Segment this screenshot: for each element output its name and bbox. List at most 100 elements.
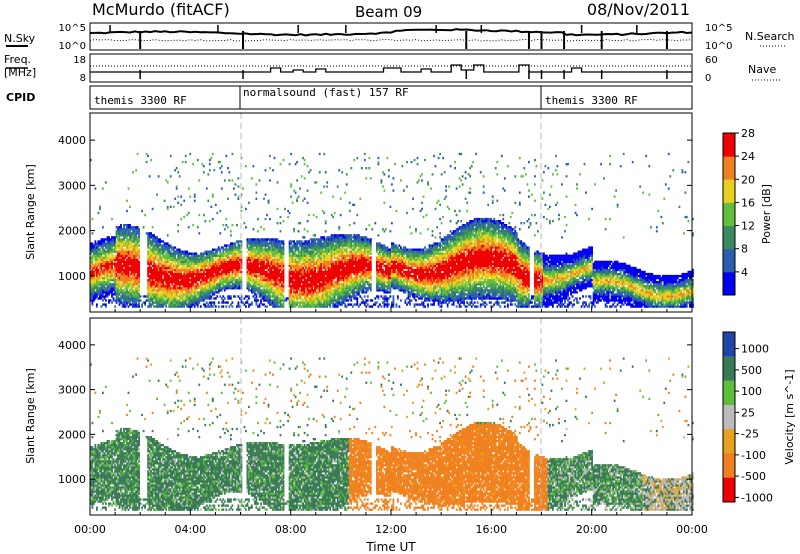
power-cell bbox=[256, 275, 258, 277]
power-cell bbox=[272, 287, 274, 289]
power-cell bbox=[138, 267, 140, 269]
power-cell bbox=[179, 265, 181, 267]
power-cell bbox=[162, 305, 164, 307]
power-cell bbox=[150, 305, 152, 307]
power-cell bbox=[313, 259, 315, 261]
power-cell bbox=[137, 153, 139, 155]
power-cell bbox=[134, 275, 136, 277]
power-cell bbox=[256, 303, 258, 305]
power-cell bbox=[180, 273, 182, 275]
power-cell bbox=[92, 218, 94, 220]
power-cell bbox=[289, 275, 291, 277]
power-cell bbox=[152, 279, 154, 281]
power-cell bbox=[314, 234, 316, 236]
power-cell bbox=[314, 240, 316, 242]
power-cell bbox=[129, 230, 131, 232]
power-cell bbox=[198, 214, 200, 216]
power-cell bbox=[216, 253, 218, 255]
radar-summary-plot: McMurdo (fitACF) Beam 09 08/Nov/2011 N.S… bbox=[0, 0, 800, 554]
power-cell bbox=[129, 301, 131, 303]
power-cell bbox=[316, 303, 318, 305]
power-cell bbox=[134, 261, 136, 263]
power-cell bbox=[320, 192, 322, 194]
power-cell bbox=[194, 291, 196, 293]
power-cell bbox=[275, 285, 277, 287]
power-cell bbox=[105, 261, 107, 263]
power-cell bbox=[95, 187, 97, 189]
power-cell bbox=[338, 226, 340, 228]
power-cell bbox=[105, 281, 107, 283]
power-cell bbox=[138, 236, 140, 238]
power-cell bbox=[296, 244, 298, 246]
power-cell bbox=[152, 291, 154, 293]
power-cell bbox=[92, 269, 94, 271]
power-cell bbox=[192, 283, 194, 285]
power-cell bbox=[346, 183, 348, 185]
power-cell bbox=[183, 265, 185, 267]
power-cell bbox=[216, 251, 218, 253]
power-cell bbox=[225, 244, 227, 246]
power-cell bbox=[266, 305, 268, 307]
power-cell bbox=[96, 303, 98, 305]
power-cell bbox=[326, 181, 328, 183]
power-cell bbox=[135, 234, 137, 236]
power-cell bbox=[346, 244, 348, 246]
power-cell bbox=[224, 228, 226, 230]
power-cell bbox=[269, 167, 271, 169]
power-cell bbox=[105, 259, 107, 261]
power-cell bbox=[194, 303, 196, 305]
power-cell bbox=[113, 255, 115, 257]
power-cell bbox=[174, 255, 176, 257]
power-cell bbox=[191, 293, 193, 295]
power-cell bbox=[316, 297, 318, 299]
freq-tick-top: 18 bbox=[73, 55, 86, 66]
power-cell bbox=[338, 169, 340, 171]
power-cell bbox=[134, 259, 136, 261]
freq-panel: Freq. [MHz] 18 8 60 0 Nave bbox=[4, 53, 780, 84]
power-cell bbox=[344, 303, 346, 305]
power-cell bbox=[174, 263, 176, 265]
power-cell bbox=[316, 267, 318, 269]
power-cell bbox=[229, 171, 231, 173]
power-cell bbox=[105, 271, 107, 273]
power-cell bbox=[108, 293, 110, 295]
power-cell bbox=[256, 297, 258, 299]
power-cell bbox=[194, 259, 196, 261]
power-cell bbox=[219, 249, 221, 251]
power-cell bbox=[149, 175, 151, 177]
power-cell bbox=[229, 273, 231, 275]
power-cell bbox=[152, 255, 154, 257]
power-cell bbox=[128, 187, 130, 189]
power-cell bbox=[134, 242, 136, 244]
power-cell bbox=[197, 159, 199, 161]
power-cell bbox=[137, 259, 139, 261]
power-cell bbox=[241, 281, 243, 283]
power-cell bbox=[134, 289, 136, 291]
power-cell bbox=[164, 283, 166, 285]
power-cell bbox=[262, 281, 264, 283]
power-cell bbox=[230, 295, 232, 297]
power-cell bbox=[225, 259, 227, 261]
power-cell bbox=[134, 236, 136, 238]
power-cell bbox=[278, 271, 280, 273]
power-cell bbox=[146, 153, 148, 155]
power-cell bbox=[331, 259, 333, 261]
power-cell bbox=[210, 295, 212, 297]
power-cell bbox=[134, 265, 136, 267]
power-cell bbox=[161, 263, 163, 265]
power-cell bbox=[242, 301, 244, 303]
power-cell bbox=[325, 171, 327, 173]
power-cell bbox=[119, 303, 121, 305]
power-cell bbox=[346, 287, 348, 289]
nave-tick-top: 60 bbox=[705, 55, 718, 66]
power-cell bbox=[188, 255, 190, 257]
power-cell bbox=[251, 177, 253, 179]
power-cell bbox=[92, 303, 94, 305]
power-cell bbox=[314, 289, 316, 291]
power-cell bbox=[296, 161, 298, 163]
power-cell bbox=[212, 196, 214, 198]
power-cell bbox=[222, 295, 224, 297]
power-cell bbox=[215, 281, 217, 283]
power-cell bbox=[192, 224, 194, 226]
power-cell bbox=[346, 297, 348, 299]
